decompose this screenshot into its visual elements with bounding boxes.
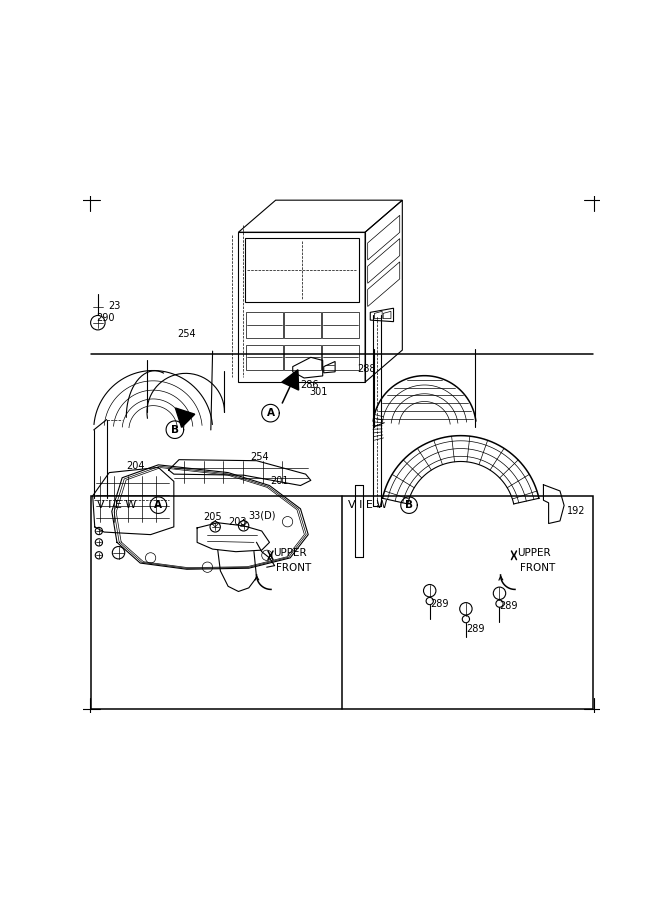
Text: FRONT: FRONT bbox=[520, 563, 556, 573]
Text: UPPER: UPPER bbox=[518, 548, 551, 558]
Text: 201: 201 bbox=[271, 476, 289, 486]
Polygon shape bbox=[281, 370, 299, 390]
Text: A: A bbox=[267, 408, 275, 418]
Text: A: A bbox=[154, 500, 162, 510]
Text: V I E W: V I E W bbox=[348, 500, 388, 510]
Text: B: B bbox=[405, 500, 413, 510]
Text: 289: 289 bbox=[466, 625, 484, 634]
Text: 286: 286 bbox=[300, 380, 319, 390]
Polygon shape bbox=[175, 408, 195, 427]
Text: FRONT: FRONT bbox=[275, 563, 311, 573]
Text: 254: 254 bbox=[250, 452, 268, 462]
Text: 288: 288 bbox=[358, 364, 376, 374]
Text: 192: 192 bbox=[567, 506, 585, 516]
Text: 301: 301 bbox=[309, 388, 327, 398]
Text: 254: 254 bbox=[177, 329, 196, 339]
Text: 203: 203 bbox=[228, 517, 247, 526]
Text: 289: 289 bbox=[430, 598, 448, 608]
Text: 204: 204 bbox=[126, 461, 144, 471]
Text: 290: 290 bbox=[96, 312, 114, 322]
Text: 23: 23 bbox=[108, 302, 121, 311]
Text: 205: 205 bbox=[203, 511, 222, 521]
Text: 33(D): 33(D) bbox=[248, 510, 275, 520]
Text: V I E W: V I E W bbox=[97, 500, 137, 510]
Text: UPPER: UPPER bbox=[273, 548, 307, 558]
Text: B: B bbox=[171, 425, 179, 435]
Text: 289: 289 bbox=[500, 601, 518, 611]
